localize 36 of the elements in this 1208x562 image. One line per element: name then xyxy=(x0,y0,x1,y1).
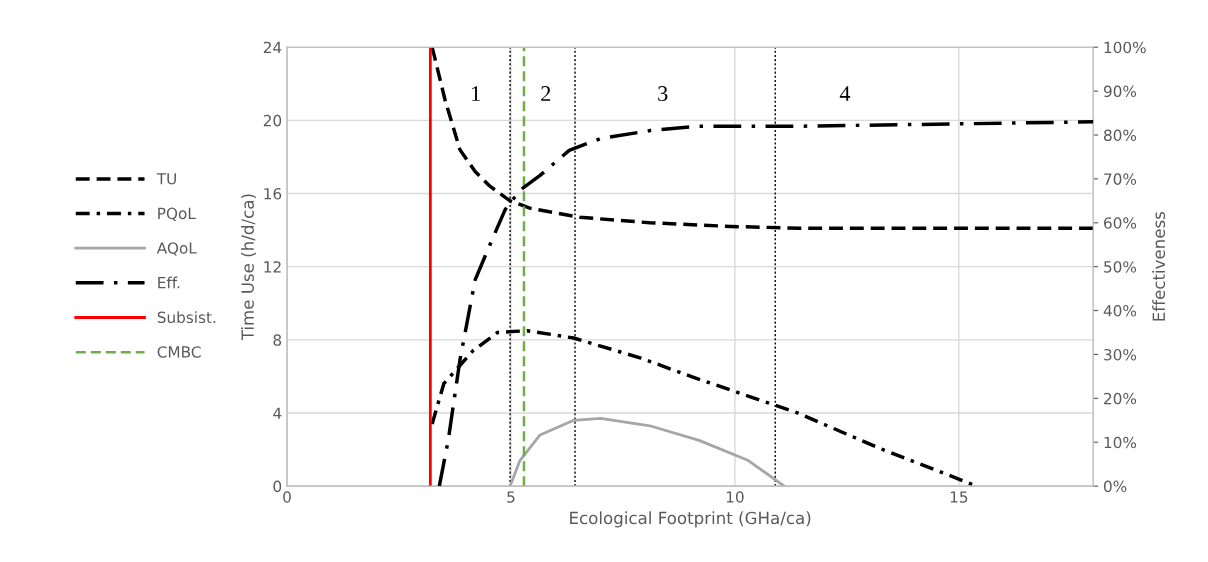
x-tick-label: 5 xyxy=(507,491,515,503)
y-tick-label: 20 xyxy=(263,114,282,127)
annotation: 2 xyxy=(541,86,551,101)
legend-label: Subsist. xyxy=(157,311,216,324)
legend-label: TU xyxy=(156,173,176,185)
line-series xyxy=(508,417,786,487)
y2-tick-label: 20% xyxy=(1104,392,1137,405)
y-tick-label: 4 xyxy=(273,407,282,419)
legend-label: Eff. xyxy=(158,276,180,289)
y2-tick-label: 40% xyxy=(1103,305,1137,317)
y-tick-label: 12 xyxy=(264,261,281,273)
y2-tick-label: 80% xyxy=(1104,129,1137,142)
annotation: 3 xyxy=(658,86,668,102)
x-tick-label: 10 xyxy=(726,491,744,503)
x-tick-label: 0 xyxy=(283,491,291,503)
y2-tick-label: 30% xyxy=(1104,348,1137,361)
x-axis-title: Ecological Footprint (GHa/ca) xyxy=(570,511,811,528)
y2-tick-label: 90% xyxy=(1103,85,1137,98)
x-tick-label: 15 xyxy=(950,491,968,503)
y-tick-label: 16 xyxy=(264,187,282,200)
legend-label: CMBC xyxy=(157,346,201,358)
y2-tick-label: 50% xyxy=(1104,261,1137,273)
y2-tick-label: 100% xyxy=(1104,41,1146,54)
y2-tick-label: 60% xyxy=(1104,217,1137,229)
y2-axis-title: Effectiveness xyxy=(1152,211,1166,321)
y2-tick-label: 10% xyxy=(1104,436,1137,449)
annotation: 1 xyxy=(472,86,480,101)
y-axis-title: Time Use (h/d/ca) xyxy=(241,194,256,341)
annotation: 4 xyxy=(839,86,851,101)
y2-tick-label: 70% xyxy=(1104,173,1137,185)
y2-tick-label: 0% xyxy=(1103,480,1127,493)
y-tick-label: 0 xyxy=(273,480,282,493)
y-tick-label: 8 xyxy=(273,334,282,346)
y-tick-label: 24 xyxy=(263,41,282,54)
legend-label: AQoL xyxy=(156,242,197,256)
legend-label: PQoL xyxy=(158,207,196,221)
